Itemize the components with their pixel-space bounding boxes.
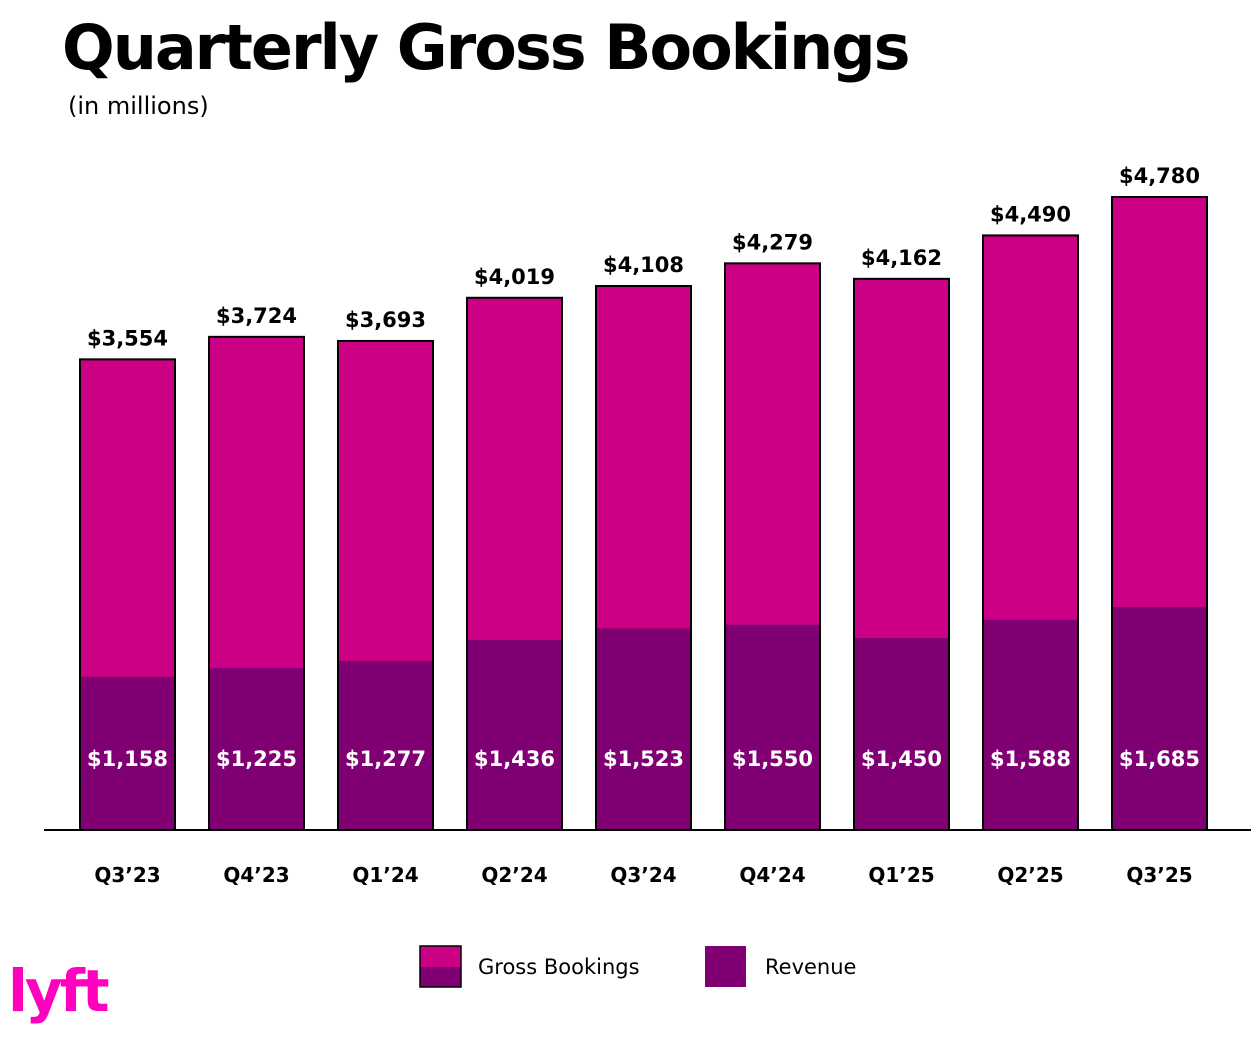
gross-bookings-label: $3,554 [87, 326, 168, 350]
revenue-bar [339, 660, 432, 830]
legend-swatch-revenue [705, 946, 746, 987]
revenue-bar [984, 619, 1077, 830]
revenue-bar [855, 637, 948, 830]
lyft-logo: lyft [8, 957, 110, 1025]
chart-subtitle: (in millions) [68, 92, 209, 120]
x-tick-label: Q2’24 [481, 863, 547, 887]
x-tick-label: Q2’25 [997, 863, 1063, 887]
gross-bookings-label: $4,108 [603, 253, 684, 277]
x-tick-label: Q1’24 [352, 863, 418, 887]
chart-title: Quarterly Gross Bookings [62, 11, 911, 84]
legend-label-gross-bookings: Gross Bookings [478, 955, 640, 979]
x-tick-label: Q4’23 [223, 863, 289, 887]
revenue-label: $1,450 [861, 747, 942, 771]
revenue-label: $1,225 [216, 747, 297, 771]
legend-label-revenue: Revenue [765, 955, 856, 979]
revenue-label: $1,158 [87, 747, 168, 771]
legend-swatch-gross-bookings-border [419, 945, 462, 988]
gross-bookings-label: $4,019 [474, 265, 555, 289]
x-tick-label: Q3’23 [94, 863, 160, 887]
revenue-label: $1,523 [603, 747, 684, 771]
revenue-label: $1,277 [345, 747, 426, 771]
x-tick-label: Q1’25 [868, 863, 934, 887]
revenue-bar [210, 667, 303, 830]
legend-swatch-gross-bookings-bottom [420, 967, 461, 987]
revenue-label: $1,685 [1119, 747, 1200, 771]
gross-bookings-label: $4,162 [861, 246, 942, 270]
revenue-bar [468, 639, 561, 830]
revenue-bar [597, 628, 690, 830]
revenue-label: $1,550 [732, 747, 813, 771]
revenue-bar [81, 676, 174, 830]
revenue-bar [1113, 606, 1206, 830]
x-tick-label: Q3’24 [610, 863, 676, 887]
revenue-label: $1,588 [990, 747, 1071, 771]
gross-bookings-label: $4,279 [732, 230, 813, 254]
gross-bookings-label: $4,490 [990, 202, 1071, 226]
revenue-bar [726, 624, 819, 830]
x-tick-label: Q4’24 [739, 863, 805, 887]
gross-bookings-label: $4,780 [1119, 164, 1200, 188]
gross-bookings-label: $3,693 [345, 308, 426, 332]
gross-bookings-label: $3,724 [216, 304, 297, 328]
legend-swatch-gross-bookings-top [420, 946, 461, 967]
x-tick-label: Q3’25 [1126, 863, 1192, 887]
revenue-label: $1,436 [474, 747, 555, 771]
